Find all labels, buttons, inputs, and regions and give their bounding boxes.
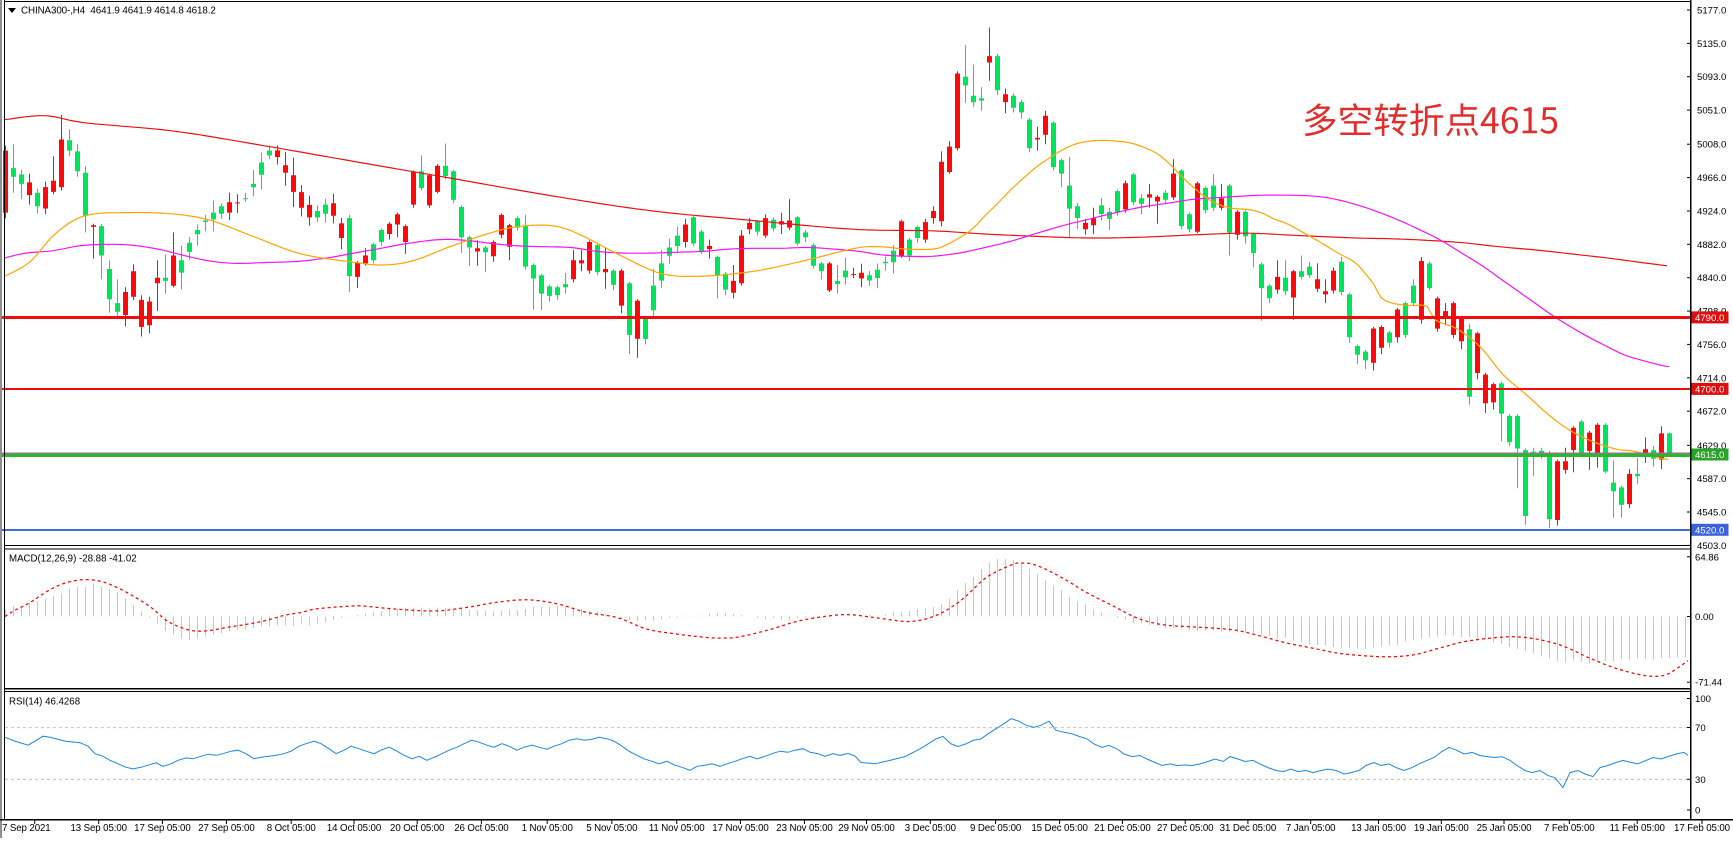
svg-text:25 Jan 05:00: 25 Jan 05:00 (1477, 823, 1533, 834)
svg-text:MACD(12,26,9) -28.88 -41.02: MACD(12,26,9) -28.88 -41.02 (9, 554, 137, 565)
svg-text:20 Oct 05:00: 20 Oct 05:00 (390, 823, 445, 834)
svg-text:7 Feb 05:00: 7 Feb 05:00 (1544, 823, 1595, 834)
svg-text:4924.0: 4924.0 (1697, 206, 1726, 217)
svg-text:5051.0: 5051.0 (1697, 106, 1726, 117)
svg-text:0.00: 0.00 (1695, 612, 1714, 623)
svg-text:9 Dec 05:00: 9 Dec 05:00 (970, 823, 1022, 834)
svg-text:4756.0: 4756.0 (1697, 340, 1726, 351)
svg-text:4520.0: 4520.0 (1695, 525, 1724, 536)
svg-text:4587.0: 4587.0 (1697, 474, 1726, 485)
svg-text:5008.0: 5008.0 (1697, 140, 1726, 151)
svg-text:7 Sep 2021: 7 Sep 2021 (2, 823, 51, 834)
svg-text:RSI(14) 46.4268: RSI(14) 46.4268 (9, 697, 80, 708)
svg-text:0: 0 (1695, 806, 1700, 817)
svg-text:64.86: 64.86 (1695, 552, 1719, 563)
svg-text:17 Sep 05:00: 17 Sep 05:00 (134, 823, 191, 834)
svg-text:4882.0: 4882.0 (1697, 240, 1726, 251)
svg-text:-71.44: -71.44 (1695, 678, 1723, 689)
svg-text:5 Nov 05:00: 5 Nov 05:00 (586, 823, 638, 834)
svg-text:31 Dec 05:00: 31 Dec 05:00 (1220, 823, 1277, 834)
svg-text:26 Oct 05:00: 26 Oct 05:00 (454, 823, 509, 834)
svg-text:4629.0: 4629.0 (1697, 441, 1726, 452)
svg-text:11 Feb 05:00: 11 Feb 05:00 (1610, 823, 1666, 834)
svg-text:4545.0: 4545.0 (1697, 508, 1726, 519)
svg-text:100: 100 (1695, 694, 1711, 705)
svg-text:15 Dec 05:00: 15 Dec 05:00 (1031, 823, 1088, 834)
svg-text:4700.0: 4700.0 (1695, 385, 1724, 396)
svg-text:4840.0: 4840.0 (1697, 273, 1726, 284)
svg-text:70: 70 (1695, 723, 1706, 734)
svg-text:1 Nov 05:00: 1 Nov 05:00 (522, 823, 574, 834)
svg-text:4615.0: 4615.0 (1695, 450, 1724, 461)
svg-text:23 Nov 05:00: 23 Nov 05:00 (776, 823, 833, 834)
svg-text:5135.0: 5135.0 (1697, 39, 1726, 50)
svg-text:19 Jan 05:00: 19 Jan 05:00 (1414, 823, 1470, 834)
svg-text:5177.0: 5177.0 (1697, 6, 1726, 17)
svg-text:17 Nov 05:00: 17 Nov 05:00 (712, 823, 769, 834)
svg-text:7 Jan 05:00: 7 Jan 05:00 (1286, 823, 1336, 834)
svg-text:30: 30 (1695, 775, 1706, 786)
svg-text:4790.0: 4790.0 (1695, 313, 1724, 324)
svg-text:CHINA300-,H4 4641.9 4641.9 46: CHINA300-,H4 4641.9 4641.9 4614.8 4618.2 (21, 6, 216, 17)
svg-text:4503.0: 4503.0 (1697, 541, 1726, 552)
svg-text:29 Nov 05:00: 29 Nov 05:00 (838, 823, 895, 834)
svg-text:14 Oct 05:00: 14 Oct 05:00 (327, 823, 382, 834)
svg-text:17 Feb 05:00: 17 Feb 05:00 (1674, 823, 1731, 834)
svg-text:13 Sep 05:00: 13 Sep 05:00 (70, 823, 127, 834)
svg-text:27 Sep 05:00: 27 Sep 05:00 (198, 823, 255, 834)
svg-text:13 Jan 05:00: 13 Jan 05:00 (1351, 823, 1407, 834)
svg-text:8 Oct 05:00: 8 Oct 05:00 (267, 823, 317, 834)
svg-text:21 Dec 05:00: 21 Dec 05:00 (1094, 823, 1151, 834)
svg-text:5093.0: 5093.0 (1697, 72, 1726, 83)
svg-text:4714.0: 4714.0 (1697, 373, 1726, 384)
svg-text:4672.0: 4672.0 (1697, 407, 1726, 418)
svg-text:4966.0: 4966.0 (1697, 173, 1726, 184)
svg-text:27 Dec 05:00: 27 Dec 05:00 (1157, 823, 1214, 834)
svg-text:11 Nov 05:00: 11 Nov 05:00 (649, 823, 705, 834)
svg-text:3 Dec 05:00: 3 Dec 05:00 (905, 823, 957, 834)
